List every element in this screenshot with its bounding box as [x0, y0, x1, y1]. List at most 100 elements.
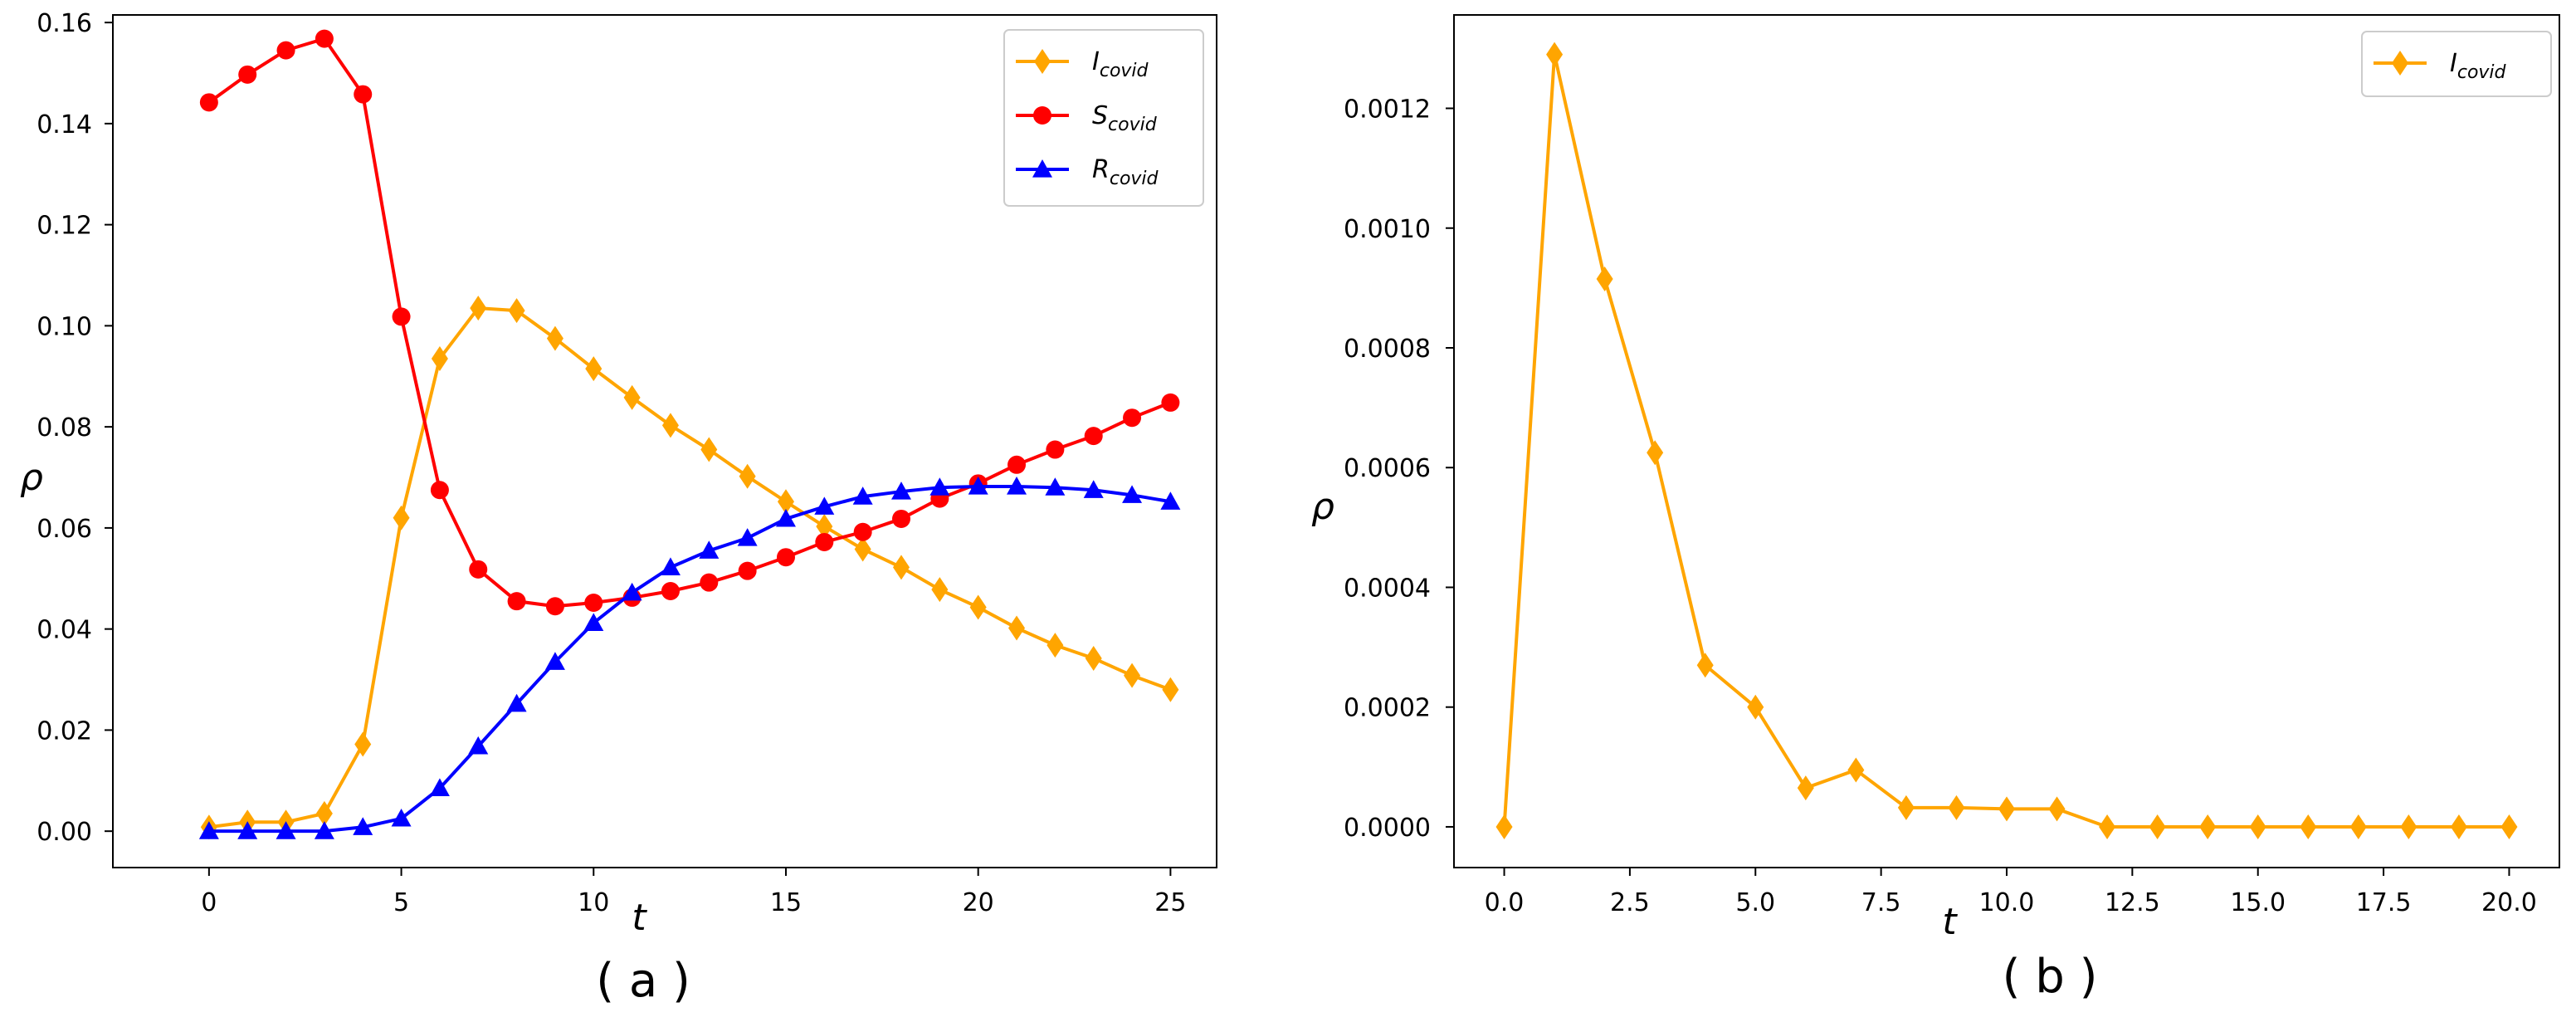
x-tick-label: 0: [201, 888, 217, 917]
x-tick-label: 25: [1154, 888, 1186, 917]
x-tick-label: 0.0: [1485, 888, 1525, 917]
x-tick-label: 15.0: [2230, 888, 2286, 917]
data-point-i-covid: [2249, 814, 2266, 839]
x-tick-label: 15: [770, 888, 802, 917]
x-tick-label: 2.5: [1610, 888, 1650, 917]
data-point-r-covid: [314, 821, 334, 839]
data-point-i-covid: [816, 514, 833, 540]
y-tick-label: 0.08: [37, 413, 92, 442]
data-point-i-covid: [354, 731, 372, 757]
data-point-s-covid: [1161, 393, 1180, 412]
data-point-r-covid: [506, 693, 527, 712]
data-point-i-covid: [623, 384, 641, 410]
data-point-r-covid: [660, 557, 681, 575]
data-point-r-covid: [544, 652, 565, 670]
data-point-i-covid: [1596, 266, 1613, 292]
data-point-r-covid: [198, 821, 219, 839]
data-point-r-covid: [1160, 491, 1181, 510]
data-point-i-covid: [2199, 814, 2217, 839]
legend-label-r-covid: Rcovid: [1092, 155, 1159, 189]
data-point-r-covid: [353, 817, 373, 835]
data-point-s-covid: [276, 41, 295, 60]
data-point-r-covid: [699, 540, 720, 559]
data-point-i-covid: [1647, 440, 1664, 466]
x-tick-label: 5.0: [1735, 888, 1775, 917]
y-axis-label: ρ: [1311, 486, 1334, 528]
y-tick-label: 0.0000: [1344, 814, 1431, 843]
data-point-r-covid: [852, 486, 873, 505]
series-line-r-covid: [208, 484, 1171, 834]
data-point-r-covid: [1007, 476, 1027, 495]
data-point-r-covid: [929, 477, 950, 496]
data-point-s-covid: [1046, 440, 1065, 459]
y-tick-label: 0.14: [37, 110, 92, 139]
y-tick-label: 0.12: [37, 212, 92, 241]
x-tick-label: 17.5: [2356, 888, 2412, 917]
plot-frame: [112, 14, 1217, 868]
data-point-s-covid: [392, 307, 411, 326]
data-point-i-covid: [2400, 814, 2417, 839]
data-point-s-covid: [430, 481, 449, 500]
panel-caption: ( b ): [2003, 950, 2098, 1004]
data-point-r-covid: [429, 778, 450, 797]
data-point-s-covid: [584, 594, 603, 613]
data-point-i-covid: [1085, 645, 1102, 671]
data-point-s-covid: [853, 522, 872, 541]
x-axis-label: t: [1942, 901, 1958, 943]
data-point-i-covid: [315, 800, 333, 826]
y-tick-label: 0.02: [37, 716, 92, 746]
data-point-i-covid: [1696, 653, 1714, 678]
x-tick-label: 20: [963, 888, 994, 917]
data-point-r-covid: [737, 528, 758, 546]
x-axis-label: t: [632, 897, 647, 939]
data-point-i-covid: [2099, 814, 2116, 839]
legend-label-s-covid: Scovid: [1092, 101, 1158, 135]
data-point-s-covid: [545, 597, 564, 616]
data-point-r-covid: [1083, 480, 1104, 498]
legend-label-i-covid: Icovid: [1092, 47, 1149, 81]
data-point-i-covid: [2300, 814, 2317, 839]
data-point-i-covid: [2349, 814, 2367, 839]
y-tick-label: 0.0008: [1344, 335, 1431, 364]
data-point-i-covid: [1797, 775, 1814, 801]
legend-box: [1003, 29, 1204, 207]
data-point-i-covid: [1847, 757, 1865, 783]
y-tick-label: 0.00: [37, 818, 92, 847]
y-tick-label: 0.16: [37, 9, 92, 38]
y-axis-label: ρ: [20, 457, 43, 499]
data-point-r-covid: [276, 821, 296, 839]
data-point-i-covid: [1546, 42, 1564, 67]
y-tick-label: 0.0004: [1344, 574, 1431, 603]
data-point-r-covid: [583, 613, 604, 631]
data-point-r-covid: [968, 476, 988, 495]
data-point-i-covid: [931, 577, 949, 603]
data-point-s-covid: [1084, 427, 1103, 446]
y-tick-label: 0.0002: [1344, 694, 1431, 723]
legend-marker-s-covid: [1033, 106, 1051, 125]
data-point-r-covid: [1045, 477, 1066, 496]
data-point-i-covid: [2450, 814, 2467, 839]
y-tick-label: 0.0010: [1344, 215, 1431, 244]
data-point-r-covid: [775, 508, 796, 527]
x-tick-label: 5: [393, 888, 409, 917]
data-point-i-covid: [1747, 694, 1764, 720]
y-tick-label: 0.04: [37, 616, 92, 645]
data-point-i-covid: [431, 345, 448, 371]
data-point-i-covid: [2149, 814, 2166, 839]
data-point-s-covid: [738, 561, 757, 580]
x-tick-label: 10: [578, 888, 609, 917]
data-point-i-covid: [2500, 814, 2518, 839]
data-point-i-covid: [1162, 677, 1179, 702]
data-point-i-covid: [1948, 795, 1965, 820]
panel-a: 0 5 10 15 20 25 0.00 0.02 0.04 0.06 0.08 0.10 0.12 0.…: [20, 9, 1217, 1008]
x-tick-label: 7.5: [1861, 888, 1901, 917]
data-point-s-covid: [354, 85, 373, 104]
x-tick-label: 12.5: [2105, 888, 2160, 917]
data-point-s-covid: [238, 65, 257, 84]
data-point-i-covid: [1046, 633, 1064, 658]
data-point-i-covid: [585, 356, 603, 382]
data-point-r-covid: [237, 821, 258, 839]
data-point-i-covid: [777, 489, 794, 515]
